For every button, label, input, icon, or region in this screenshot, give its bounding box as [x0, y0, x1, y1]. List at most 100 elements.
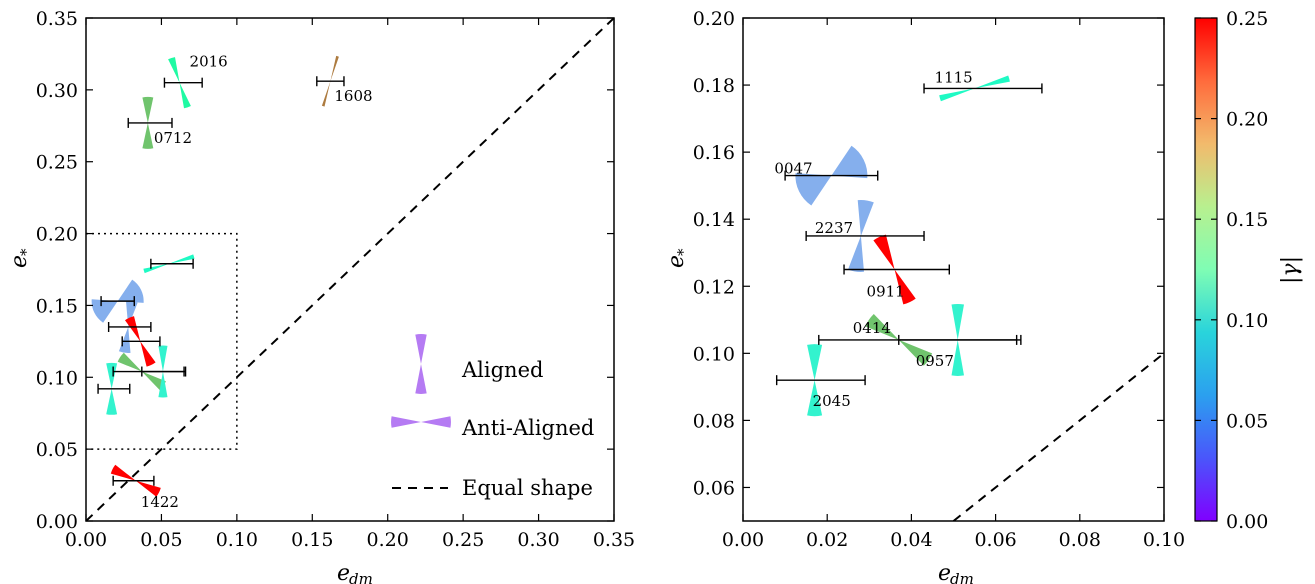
- left-marker-2045: [106, 362, 118, 415]
- right-markers: [795, 75, 1010, 417]
- right-point-labels: 1115 0047 2237 0911 0414 0957 2045: [774, 68, 972, 410]
- left-x-tick-label: 0.25: [442, 529, 484, 551]
- right-x-tick-label: 0.06: [974, 529, 1016, 551]
- legend-aligned-label: Aligned: [461, 358, 543, 382]
- left-x-tick-label: 0.30: [517, 529, 559, 551]
- right-y-tick-label: 0.08: [693, 410, 735, 432]
- left-y-tick-label: 0.15: [36, 295, 78, 317]
- left-marker-0911: [125, 316, 156, 367]
- left-plot-area: [86, 18, 614, 521]
- left-y-tick-label: 0.30: [36, 80, 78, 102]
- right-point-label-1115: 1115: [935, 68, 973, 86]
- left-x-ticks: 0.00 0.05 0.10 0.15 0.20 0.25 0.30 0.35: [65, 18, 635, 551]
- left-point-label-2016: 2016: [190, 53, 228, 71]
- right-x-tick-label: 0.10: [1143, 529, 1185, 551]
- colorbar-gradient: [1194, 17, 1218, 522]
- right-marker-1115: [939, 75, 1010, 102]
- right-y-tick-label: 0.16: [693, 142, 735, 164]
- right-marker-2045: [807, 344, 823, 417]
- left-marker-2016: [168, 57, 191, 109]
- legend-anti-aligned-bowtie: [391, 416, 451, 428]
- svg-text:*: *: [17, 248, 35, 256]
- legend-equal-shape-label: Equal shape: [462, 476, 593, 500]
- colorbar-tick-label: 0.15: [1226, 209, 1268, 231]
- right-marker-0911: [873, 234, 916, 305]
- right-marker-0957: [951, 303, 964, 376]
- left-marker-0957: [158, 345, 168, 398]
- left-y-ticks: 0.00 0.05 0.10 0.15 0.20 0.25 0.30 0.35: [36, 8, 614, 533]
- right-point-label-0047: 0047: [774, 160, 812, 178]
- right-y-tick-label: 0.10: [693, 343, 735, 365]
- colorbar: 0.00 0.05 0.10 0.15 0.20 0.25 |γ|: [1194, 8, 1303, 533]
- colorbar-label: |γ|: [1278, 256, 1303, 284]
- colorbar-ticks: 0.00 0.05 0.10 0.15 0.20 0.25: [1195, 8, 1268, 533]
- right-point-label-2237: 2237: [815, 219, 853, 237]
- left-marker-1115: [143, 254, 195, 274]
- right-equal-shape-line: [952, 352, 1164, 521]
- legend-anti-aligned-label: Anti-Aligned: [461, 416, 594, 440]
- left-y-tick-label: 0.10: [36, 367, 78, 389]
- left-x-tick-label: 0.05: [140, 529, 182, 551]
- right-x-tick-label: 0.00: [722, 529, 764, 551]
- legend: Aligned Anti-Aligned Equal shape: [391, 334, 594, 500]
- right-y-tick-label: 0.20: [693, 8, 735, 30]
- left-x-tick-label: 0.10: [216, 529, 258, 551]
- right-x-tick-label: 0.08: [1059, 529, 1101, 551]
- left-zoom-box: [86, 232, 238, 450]
- svg-text:e: e: [337, 561, 350, 584]
- right-y-tick-label: 0.14: [693, 209, 735, 231]
- right-y-tick-label: 0.06: [693, 477, 735, 499]
- left-y-tick-label: 0.25: [36, 152, 78, 174]
- left-y-tick-label: 0.35: [36, 8, 78, 30]
- right-marker-0047: [795, 145, 868, 206]
- colorbar-tick-label: 0.00: [1226, 511, 1268, 533]
- svg-text:dm: dm: [349, 570, 373, 584]
- svg-text:e: e: [664, 255, 689, 268]
- right-errorbars: [775, 83, 1043, 386]
- left-x-tick-label: 0.15: [291, 529, 333, 551]
- right-point-label-0911: 0911: [867, 283, 905, 301]
- right-y-tick-label: 0.12: [693, 276, 735, 298]
- right-x-tick-label: 0.02: [806, 529, 848, 551]
- left-y-axis-label: e *: [7, 248, 35, 268]
- legend-aligned-marker: [415, 334, 427, 394]
- right-point-label-0414: 0414: [853, 319, 891, 337]
- right-y-tick-label: 0.18: [693, 75, 735, 97]
- right-y-axis-label: e *: [664, 248, 692, 268]
- right-plot-area: [775, 75, 1164, 521]
- left-x-tick-label: 0.35: [593, 529, 635, 551]
- legend-anti-aligned-marker: [391, 416, 451, 428]
- left-point-label-1422: 1422: [141, 493, 179, 511]
- colorbar-tick-label: 0.05: [1226, 410, 1268, 432]
- right-point-label-2045: 2045: [813, 392, 851, 410]
- left-x-axis-label: e dm: [337, 561, 373, 584]
- svg-text:e: e: [7, 255, 32, 268]
- svg-text:dm: dm: [950, 570, 974, 584]
- svg-text:*: *: [674, 248, 692, 256]
- right-point-label-0957: 0957: [916, 352, 954, 370]
- left-point-label-0712: 0712: [154, 129, 192, 147]
- left-marker-1422: [110, 464, 161, 497]
- left-marker-0414: [117, 352, 166, 391]
- left-point-labels: 2016 1608 0712 1422: [141, 53, 373, 511]
- left-marker-1608: [321, 55, 339, 107]
- left-point-label-1608: 1608: [334, 87, 372, 105]
- left-x-tick-label: 0.00: [65, 529, 107, 551]
- left-y-tick-label: 0.05: [36, 439, 78, 461]
- left-x-tick-label: 0.20: [367, 529, 409, 551]
- colorbar-tick-label: 0.25: [1226, 8, 1268, 30]
- zoom-region-box: [86, 232, 238, 450]
- right-axes-frame: [742, 17, 1165, 522]
- left-errorbars: [97, 76, 345, 486]
- legend-aligned-bowtie: [415, 334, 427, 394]
- right-x-ticks: 0.00 0.02 0.04 0.06 0.08 0.10: [722, 18, 1185, 551]
- right-x-axis-label: e dm: [938, 561, 974, 584]
- svg-text:e: e: [938, 561, 951, 584]
- left-axes-frame: [85, 17, 615, 522]
- left-y-tick-label: 0.00: [36, 511, 78, 533]
- left-marker-2237: [118, 300, 138, 354]
- right-x-tick-label: 0.04: [890, 529, 932, 551]
- left-y-tick-label: 0.20: [36, 224, 78, 246]
